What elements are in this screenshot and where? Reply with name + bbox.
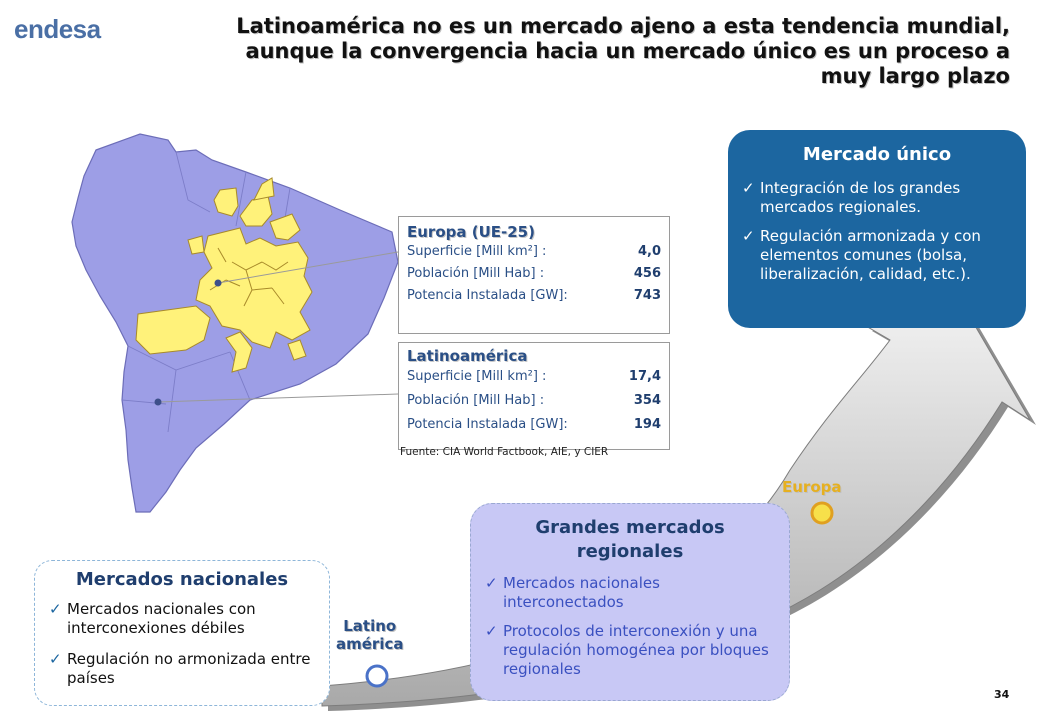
grandes-mercados-title: Grandes mercados regionales [471,516,789,564]
grandes-mercados-list: ✓ Mercados nacionales interconectados ✓ Pr… [483,574,777,679]
mercado-unico-list: ✓ Integración de los grandes mercados reg… [740,179,1014,284]
check-icon: ✓ [485,574,498,592]
row-value: 456 [633,266,661,281]
title-line-1: Latinoamérica no es un mercado ajeno a e… [236,14,1010,38]
row-value: 17,4 [628,369,661,384]
latam-box-heading: Latinoamérica [407,347,528,365]
slide-title: Latinoamérica no es un mercado ajeno a e… [110,14,1010,89]
latam-row-poblacion: Población [Mill Hab] : 354 [407,389,661,413]
mercado-unico-panel: Mercado único ✓ Integración de los grande… [728,130,1026,328]
check-icon: ✓ [49,650,62,668]
row-value: 743 [633,288,661,303]
latam-info-box: Latinoamérica Superficie [Mill km²] : 17… [398,342,670,450]
mercados-nacionales-title: Mercados nacionales [75,569,289,590]
title-line-1: Grandes mercados [535,517,725,538]
latam-marker [365,664,389,688]
list-item: ✓ Regulación armonizada y con elementos c… [740,227,1014,284]
list-item: ✓ Integración de los grandes mercados reg… [740,179,1014,217]
mercados-nacionales-panel: Mercados nacionales ✓ Mercados nacionales… [34,560,330,706]
latam-row-superficie: Superficie [Mill km²] : 17,4 [407,365,661,389]
grandes-mercados-panel: Grandes mercados regionales ✓ Mercados na… [470,503,790,701]
europa-box-heading: Europa (UE-25) [407,223,535,241]
row-label: Población [Mill Hab] : [407,393,545,408]
row-value: 354 [633,393,661,408]
list-item-text: Integración de los grandes mercados regi… [760,179,961,216]
europe-map-overlay [135,177,313,373]
europa-row-potencia: Potencia Instalada [GW]: 743 [407,285,661,307]
latam-marker-label: Latino américa [336,617,403,653]
list-item: ✓ Mercados nacionales interconectados [483,574,777,612]
list-item: ✓ Mercados nacionales con interconexiones… [47,600,317,638]
label-line-2: américa [336,635,404,653]
title-line-3: muy largo plazo [820,64,1010,88]
list-item: ✓ Protocolos de interconexión y una regul… [483,622,777,679]
row-label: Potencia Instalada [GW]: [407,417,568,432]
page-number: 34 [994,688,1010,701]
mercado-unico-title: Mercado único [802,144,952,165]
check-icon: ✓ [742,227,755,245]
list-item-text: Protocolos de interconexión y una regula… [503,622,769,678]
europa-marker-label: Europa [782,478,842,496]
list-item: ✓ Regulación no armonizada entre países [47,650,317,688]
row-value: 4,0 [637,244,661,259]
list-item-text: Mercados nacionales interconectados [503,574,660,611]
check-icon: ✓ [742,179,755,197]
label-line-1: Latino [343,617,397,635]
row-label: Potencia Instalada [GW]: [407,288,568,303]
title-line-2: aunque la convergencia hacia un mercado … [245,39,1010,63]
europa-info-box: Europa (UE-25) Superficie [Mill km²] : 4… [398,216,670,334]
europa-row-poblacion: Población [Mill Hab] : 456 [407,263,661,285]
row-value: 194 [633,417,661,432]
row-label: Población [Mill Hab] : [407,266,545,281]
source-note: Fuente: CIA World Factbook, AIE, y CIER [400,446,609,458]
title-line-2: regionales [576,541,684,562]
europa-marker [810,501,834,525]
endesa-logo: endesa [14,14,101,44]
list-item-text: Regulación armonizada y con elementos co… [760,227,981,283]
check-icon: ✓ [485,622,498,640]
latam-row-potencia: Potencia Instalada [GW]: 194 [407,413,661,437]
row-label: Superficie [Mill km²] : [407,244,547,259]
leader-lines [154,251,399,406]
europa-row-superficie: Superficie [Mill km²] : 4,0 [407,241,661,263]
check-icon: ✓ [49,600,62,618]
mercados-nacionales-list: ✓ Mercados nacionales con interconexiones… [47,600,317,688]
list-item-text: Mercados nacionales con interconexiones … [67,600,256,637]
list-item-text: Regulación no armonizada entre países [67,650,311,687]
row-label: Superficie [Mill km²] : [407,369,547,384]
